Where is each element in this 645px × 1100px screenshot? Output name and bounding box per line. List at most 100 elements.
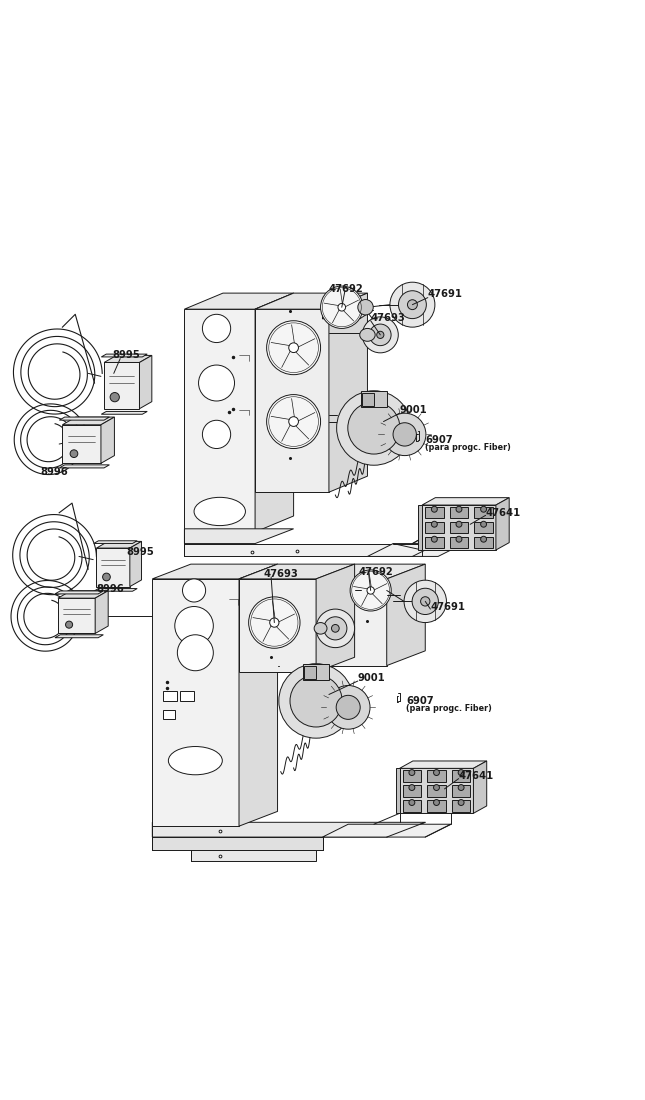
Circle shape [337, 390, 411, 465]
Bar [427, 770, 446, 781]
Polygon shape [152, 823, 425, 837]
Polygon shape [55, 635, 103, 638]
Polygon shape [239, 564, 277, 826]
Circle shape [177, 635, 213, 671]
Bar [425, 537, 444, 548]
Polygon shape [496, 497, 509, 550]
Polygon shape [94, 588, 137, 591]
Polygon shape [322, 824, 451, 837]
Circle shape [367, 586, 374, 594]
Ellipse shape [362, 317, 398, 353]
Ellipse shape [324, 617, 347, 640]
Bar [402, 800, 421, 812]
Polygon shape [63, 417, 114, 425]
Bar [180, 691, 194, 701]
Ellipse shape [412, 588, 439, 615]
Bar [474, 507, 493, 518]
Circle shape [338, 304, 346, 311]
Polygon shape [139, 355, 152, 409]
Bar [402, 770, 421, 781]
Ellipse shape [314, 623, 327, 634]
Text: 8996: 8996 [97, 583, 124, 594]
Polygon shape [59, 465, 110, 468]
Polygon shape [255, 293, 293, 532]
Polygon shape [59, 417, 110, 420]
Circle shape [336, 695, 360, 719]
Polygon shape [412, 529, 438, 557]
Circle shape [433, 800, 439, 805]
Circle shape [433, 770, 439, 776]
Ellipse shape [370, 324, 391, 345]
Circle shape [103, 573, 110, 581]
Circle shape [458, 770, 464, 776]
Polygon shape [418, 505, 422, 550]
Polygon shape [191, 850, 316, 861]
Text: 47692: 47692 [359, 568, 393, 578]
Circle shape [384, 414, 426, 455]
Circle shape [183, 579, 206, 602]
Circle shape [203, 420, 231, 449]
Bar [450, 507, 468, 518]
Polygon shape [58, 598, 95, 634]
Text: 47692: 47692 [329, 284, 364, 295]
Circle shape [433, 784, 439, 791]
Circle shape [458, 784, 464, 791]
Ellipse shape [360, 329, 375, 341]
Circle shape [481, 521, 486, 527]
Polygon shape [316, 579, 387, 666]
Circle shape [481, 537, 486, 542]
Polygon shape [101, 411, 147, 415]
Bar [163, 710, 175, 719]
Bar [451, 770, 470, 781]
Text: 47641: 47641 [459, 771, 494, 781]
Text: (para progc. Fiber): (para progc. Fiber) [425, 442, 511, 452]
Ellipse shape [316, 609, 355, 648]
Circle shape [432, 506, 437, 513]
Bar [402, 785, 421, 796]
Polygon shape [399, 761, 487, 769]
Bar [427, 785, 446, 796]
Circle shape [199, 365, 235, 402]
Circle shape [289, 417, 299, 427]
Polygon shape [184, 309, 255, 532]
Polygon shape [104, 363, 139, 409]
Polygon shape [316, 564, 355, 672]
Circle shape [458, 800, 464, 805]
Circle shape [348, 402, 400, 454]
Polygon shape [239, 579, 316, 672]
Bar [474, 537, 493, 548]
Bar [425, 507, 444, 518]
Polygon shape [399, 769, 473, 813]
Circle shape [409, 800, 415, 805]
Polygon shape [255, 293, 368, 309]
Circle shape [326, 685, 370, 729]
Text: 47693: 47693 [371, 312, 406, 322]
Text: 9001: 9001 [358, 673, 386, 683]
Polygon shape [255, 309, 329, 492]
Circle shape [290, 674, 342, 727]
Ellipse shape [404, 580, 446, 623]
Circle shape [393, 422, 417, 447]
Polygon shape [368, 543, 464, 557]
Polygon shape [101, 354, 147, 356]
Bar [362, 393, 374, 406]
Text: 47691: 47691 [430, 602, 466, 612]
Circle shape [289, 343, 299, 353]
Polygon shape [322, 310, 373, 319]
Polygon shape [316, 564, 425, 579]
Circle shape [332, 625, 339, 632]
Polygon shape [322, 293, 335, 319]
Polygon shape [58, 591, 108, 598]
Circle shape [456, 506, 462, 513]
Circle shape [70, 450, 78, 458]
Polygon shape [55, 591, 103, 594]
Bar [361, 390, 387, 407]
Polygon shape [97, 541, 141, 548]
Polygon shape [422, 497, 509, 505]
Polygon shape [395, 769, 399, 813]
Circle shape [66, 621, 73, 628]
Polygon shape [104, 355, 152, 363]
Text: 6907: 6907 [425, 434, 453, 444]
Ellipse shape [358, 299, 373, 315]
Bar [304, 666, 316, 680]
